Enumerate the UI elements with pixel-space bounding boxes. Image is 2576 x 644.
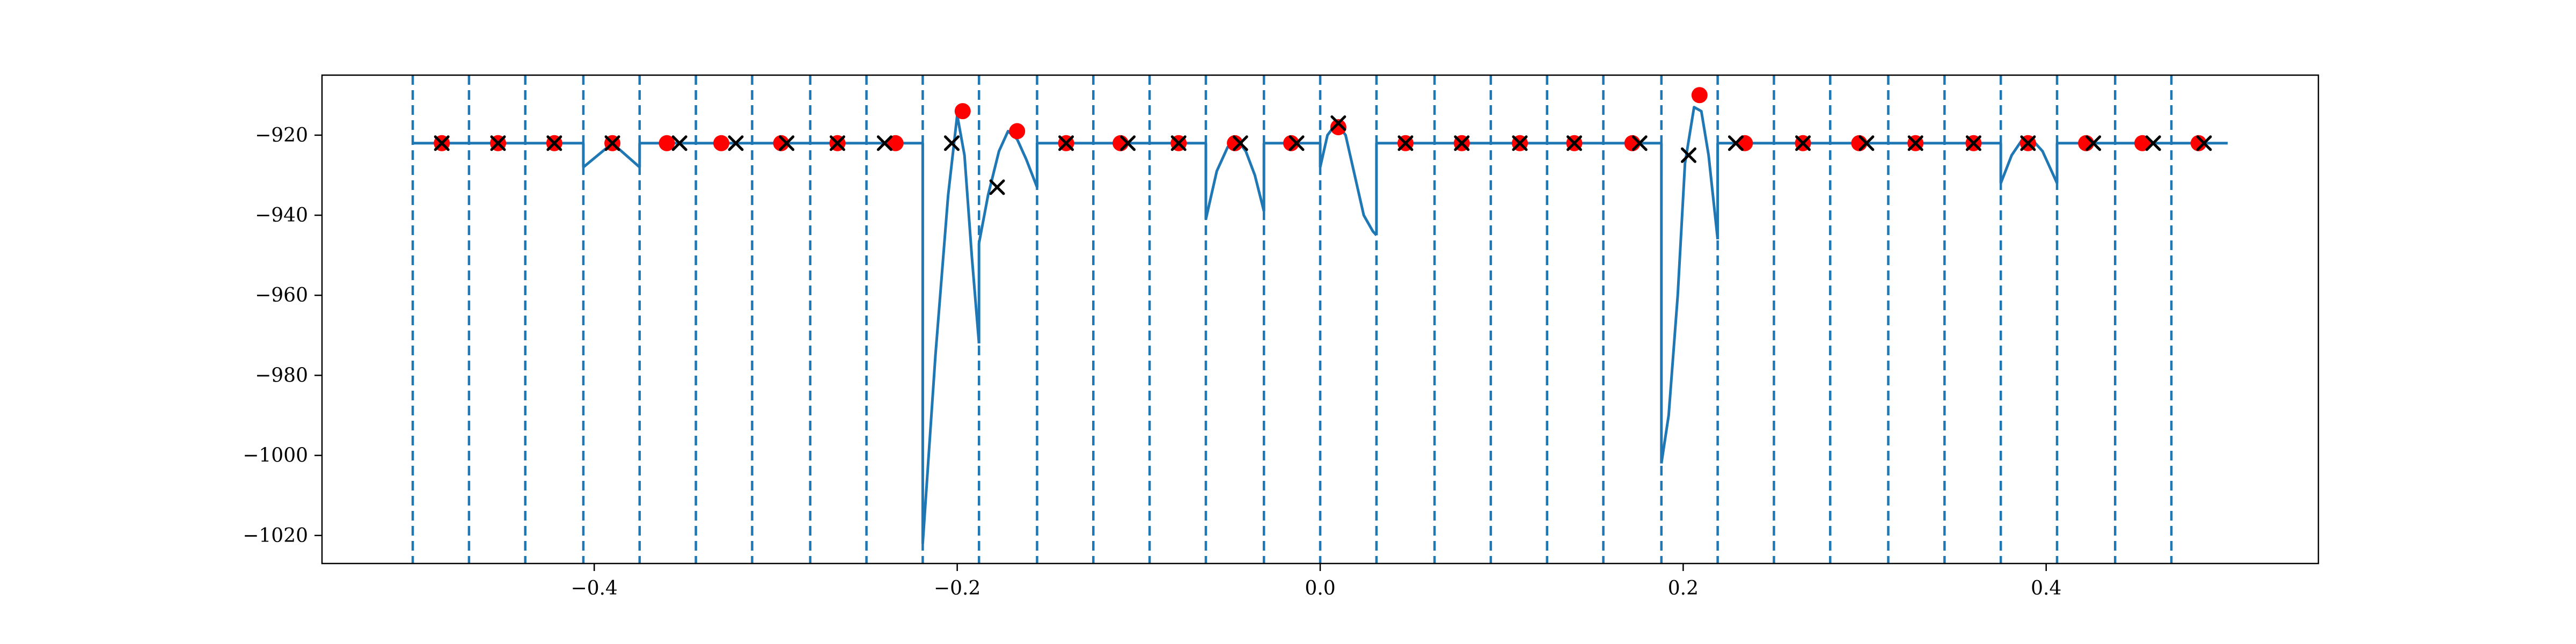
y-tick-label: −940 [255, 204, 308, 226]
black-x-marker-3 [604, 135, 620, 151]
black-x-marker-26 [1907, 135, 1923, 151]
black-x-marker-31 [2196, 135, 2212, 151]
x-tick-label: 0.0 [1305, 577, 1335, 599]
black-x-marker-30 [2145, 135, 2161, 151]
red-point-10 [1009, 123, 1026, 140]
red-point-6 [773, 135, 789, 151]
black-x-marker-17 [1397, 135, 1414, 151]
black-x-marker-19 [1512, 135, 1528, 151]
black-x-marker-7 [829, 135, 845, 151]
x-tick-label: −0.4 [571, 577, 618, 599]
black-x-marker-29 [2085, 135, 2102, 151]
red-point-9 [954, 103, 971, 120]
black-x-marker-8 [876, 135, 892, 151]
red-point-14 [1227, 135, 1243, 151]
black-markers-group [434, 115, 2212, 195]
black-x-marker-24 [1795, 135, 1811, 151]
black-x-marker-1 [490, 135, 506, 151]
red-point-5 [713, 135, 729, 151]
red-point-23 [1737, 135, 1753, 151]
black-x-marker-0 [434, 135, 450, 151]
y-tick-label: −1000 [243, 445, 308, 467]
x-axis-ticks: −0.4 −0.2 0.0 0.2 0.4 [571, 564, 2061, 599]
red-point-31 [2190, 135, 2207, 151]
black-x-marker-27 [1965, 135, 1981, 151]
black-x-marker-18 [1454, 135, 1470, 151]
black-x-marker-20 [1566, 135, 1582, 151]
black-x-marker-10 [989, 179, 1005, 195]
black-x-marker-16 [1330, 115, 1346, 131]
black-x-marker-14 [1232, 135, 1248, 151]
black-x-marker-28 [2020, 135, 2036, 151]
y-tick-label: −960 [255, 284, 308, 306]
x-tick-label: 0.2 [1668, 577, 1699, 599]
black-x-marker-12 [1120, 135, 1136, 151]
black-x-marker-11 [1058, 135, 1074, 151]
y-tick-label: −980 [255, 364, 308, 386]
line-segment-10 [1660, 106, 1719, 464]
black-x-marker-4 [671, 135, 687, 151]
y-axis-ticks: −920 −940 −960 −980 −1000 −1020 [243, 125, 322, 547]
black-x-marker-5 [728, 135, 744, 151]
y-tick-label: −920 [255, 125, 308, 147]
red-point-15 [1283, 135, 1299, 151]
black-x-marker-25 [1858, 135, 1875, 151]
black-x-marker-23 [1728, 135, 1744, 151]
red-point-30 [2134, 135, 2150, 151]
line-segment-8 [1319, 122, 1378, 237]
black-x-marker-9 [943, 135, 960, 151]
red-point-16 [1330, 119, 1346, 135]
x-tick-label: −0.2 [934, 577, 980, 599]
red-point-8 [887, 135, 904, 151]
black-x-marker-2 [546, 135, 562, 151]
black-x-marker-13 [1170, 135, 1187, 151]
black-x-marker-15 [1289, 135, 1305, 151]
black-x-marker-22 [1681, 147, 1697, 163]
red-point-22 [1691, 87, 1708, 104]
red-point-4 [658, 135, 675, 151]
x-tick-label: 0.4 [2031, 577, 2061, 599]
black-x-marker-21 [1631, 135, 1648, 151]
y-tick-label: −1020 [243, 525, 308, 547]
black-x-marker-6 [779, 135, 795, 151]
line-segment-4 [977, 129, 1038, 244]
